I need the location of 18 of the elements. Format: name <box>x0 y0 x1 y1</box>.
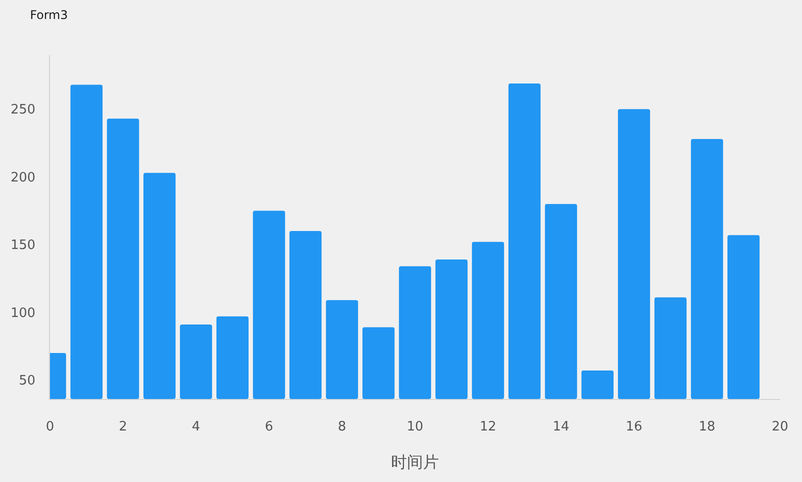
y-tick-label: 150 <box>10 238 36 254</box>
y-tick-label: 50 <box>18 374 36 389</box>
x-tick-label: 10 <box>406 420 424 435</box>
x-tick-label: 8 <box>338 420 346 435</box>
x-tick-label: 6 <box>264 420 274 435</box>
y-tick-label: 250 <box>10 102 36 118</box>
x-tick-label: 4 <box>192 420 200 435</box>
x-tick-label: 2 <box>118 420 128 435</box>
x-tick-label: 14 <box>552 420 570 435</box>
y-tick-label: 100 <box>10 306 36 321</box>
y-tick-label: 200 <box>10 170 36 186</box>
x-axis-title: 时间片 <box>391 452 439 472</box>
x-tick-label: 0 <box>46 420 54 435</box>
x-tick-label: 20 <box>772 420 788 435</box>
x-tick-label: 16 <box>626 420 642 435</box>
chart-title: Form3 <box>30 8 68 22</box>
x-tick-label: 18 <box>698 420 716 435</box>
x-tick-label: 12 <box>480 420 496 435</box>
